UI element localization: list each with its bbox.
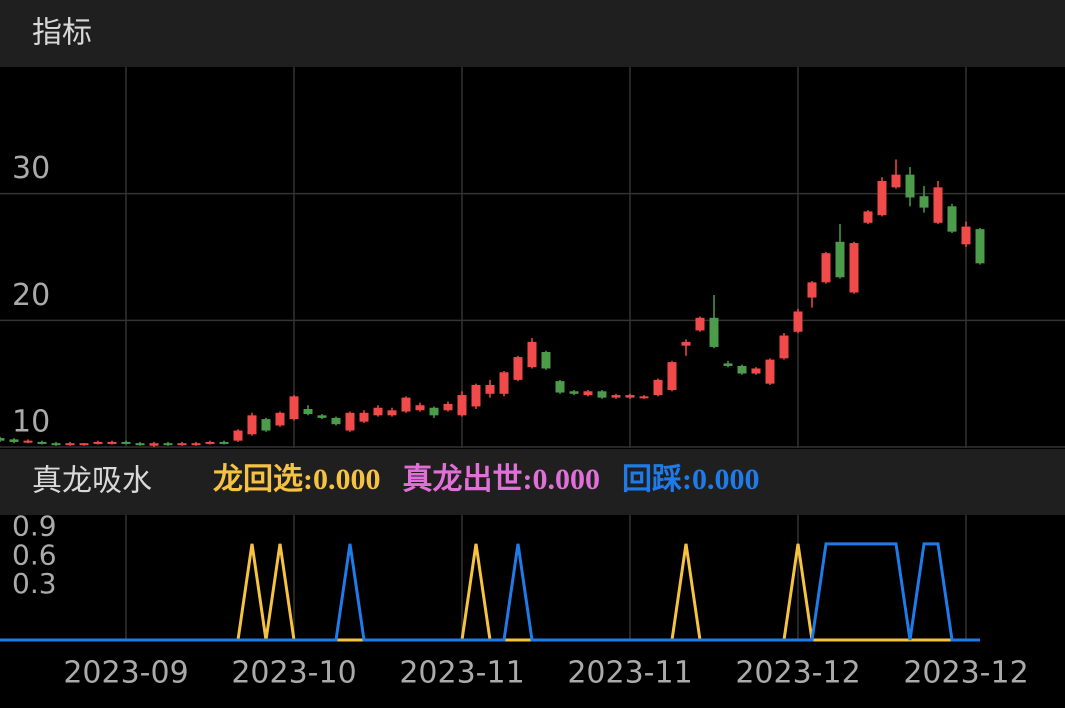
y-tick-label: 30 — [12, 151, 50, 186]
candle-body — [135, 443, 145, 446]
candle-body — [793, 311, 803, 332]
x-tick-label: 2023-09 — [63, 656, 188, 691]
candle-body — [149, 443, 159, 446]
x-tick-label: 2023-11 — [567, 656, 692, 691]
candle-body — [611, 395, 621, 398]
candle-body — [513, 357, 523, 380]
candle-body — [429, 407, 439, 416]
candle-body — [317, 415, 327, 418]
candle-body — [107, 441, 117, 444]
candle-body — [681, 341, 691, 346]
candle-body — [639, 396, 649, 399]
candle-body — [93, 441, 103, 444]
candle-body — [541, 352, 551, 369]
candle-body — [191, 443, 201, 446]
candle-body — [863, 211, 873, 223]
candle-body — [751, 368, 761, 374]
candle-body — [709, 317, 719, 347]
candle-body — [401, 397, 411, 412]
candle-body — [51, 443, 61, 446]
candle-body — [205, 441, 215, 444]
candle-body — [877, 181, 887, 216]
candle-body — [527, 341, 537, 368]
candle-body — [555, 381, 565, 393]
candle-body — [667, 362, 677, 390]
candle-body — [345, 412, 355, 431]
candle-body — [303, 409, 313, 415]
candle-body — [485, 384, 495, 394]
candle-body — [233, 430, 243, 441]
candle-body — [653, 379, 663, 396]
indicator-bar — [0, 449, 1065, 515]
candle-body — [121, 441, 131, 444]
candle-body — [0, 438, 5, 441]
candle-body — [723, 363, 733, 366]
candle-body — [177, 443, 187, 446]
x-tick-label: 2023-12 — [903, 656, 1028, 691]
x-tick-label: 2023-11 — [399, 656, 524, 691]
candle-body — [569, 391, 579, 394]
indicator-chart: 2023-09 2023-10 2023-11 2023-11 2023-12 2023-… — [0, 509, 1029, 691]
candle-body — [443, 403, 453, 411]
candle-body — [835, 241, 845, 278]
candle-body — [821, 253, 831, 283]
candle-body — [261, 419, 271, 431]
candle-body — [247, 415, 257, 435]
candle-body — [919, 196, 929, 208]
y-tick-label: 0.9 — [12, 509, 57, 542]
candle-body — [37, 441, 47, 444]
candle-body — [961, 226, 971, 245]
price-chart: 10 20 30 — [0, 67, 1065, 448]
legend-entry: 龙回选:0.000 — [213, 463, 381, 496]
candle-body — [583, 391, 593, 396]
candle-body — [331, 417, 341, 425]
header-bar — [0, 0, 1065, 67]
legend-entry: 回踩:0.000 — [622, 463, 760, 496]
candle-body — [359, 412, 369, 422]
candle-body — [849, 243, 859, 293]
candle-body — [905, 174, 915, 198]
candle-body — [779, 335, 789, 359]
indicator-line — [0, 543, 980, 642]
candle-body — [807, 282, 817, 298]
candle-body — [415, 405, 425, 411]
x-tick-label: 2023-10 — [231, 656, 356, 691]
legend-entry: 真龙出世:0.000 — [403, 463, 601, 496]
candle-body — [373, 407, 383, 416]
candle-body — [597, 391, 607, 398]
candle-body — [163, 443, 173, 446]
candle-body — [947, 206, 957, 232]
candle-body — [499, 372, 509, 394]
y-tick-label: 0.6 — [12, 538, 57, 571]
y-tick-label: 10 — [12, 405, 50, 440]
candle-body — [275, 412, 285, 426]
candle-body — [933, 187, 943, 223]
candle-body — [765, 359, 775, 384]
candle-body — [975, 229, 985, 264]
candle-body — [289, 396, 299, 420]
y-tick-label: 20 — [12, 278, 50, 313]
candle-body — [79, 443, 89, 446]
y-tick-label: 0.3 — [12, 567, 57, 600]
candle-body — [737, 365, 747, 374]
indicator-title: 真龙吸水 — [32, 464, 152, 499]
indicator-line — [0, 542, 980, 642]
candle-body — [625, 395, 635, 398]
header-title: 指标 — [32, 16, 92, 51]
candle-body — [457, 395, 467, 416]
candle-body — [695, 317, 705, 331]
candle-body — [23, 440, 33, 443]
candle-body — [9, 439, 19, 442]
candle-body — [219, 441, 229, 444]
candle-body — [387, 410, 397, 416]
candle-body — [891, 174, 901, 188]
candle-body — [471, 384, 481, 407]
x-tick-label: 2023-12 — [735, 656, 860, 691]
candle-body — [65, 443, 75, 446]
